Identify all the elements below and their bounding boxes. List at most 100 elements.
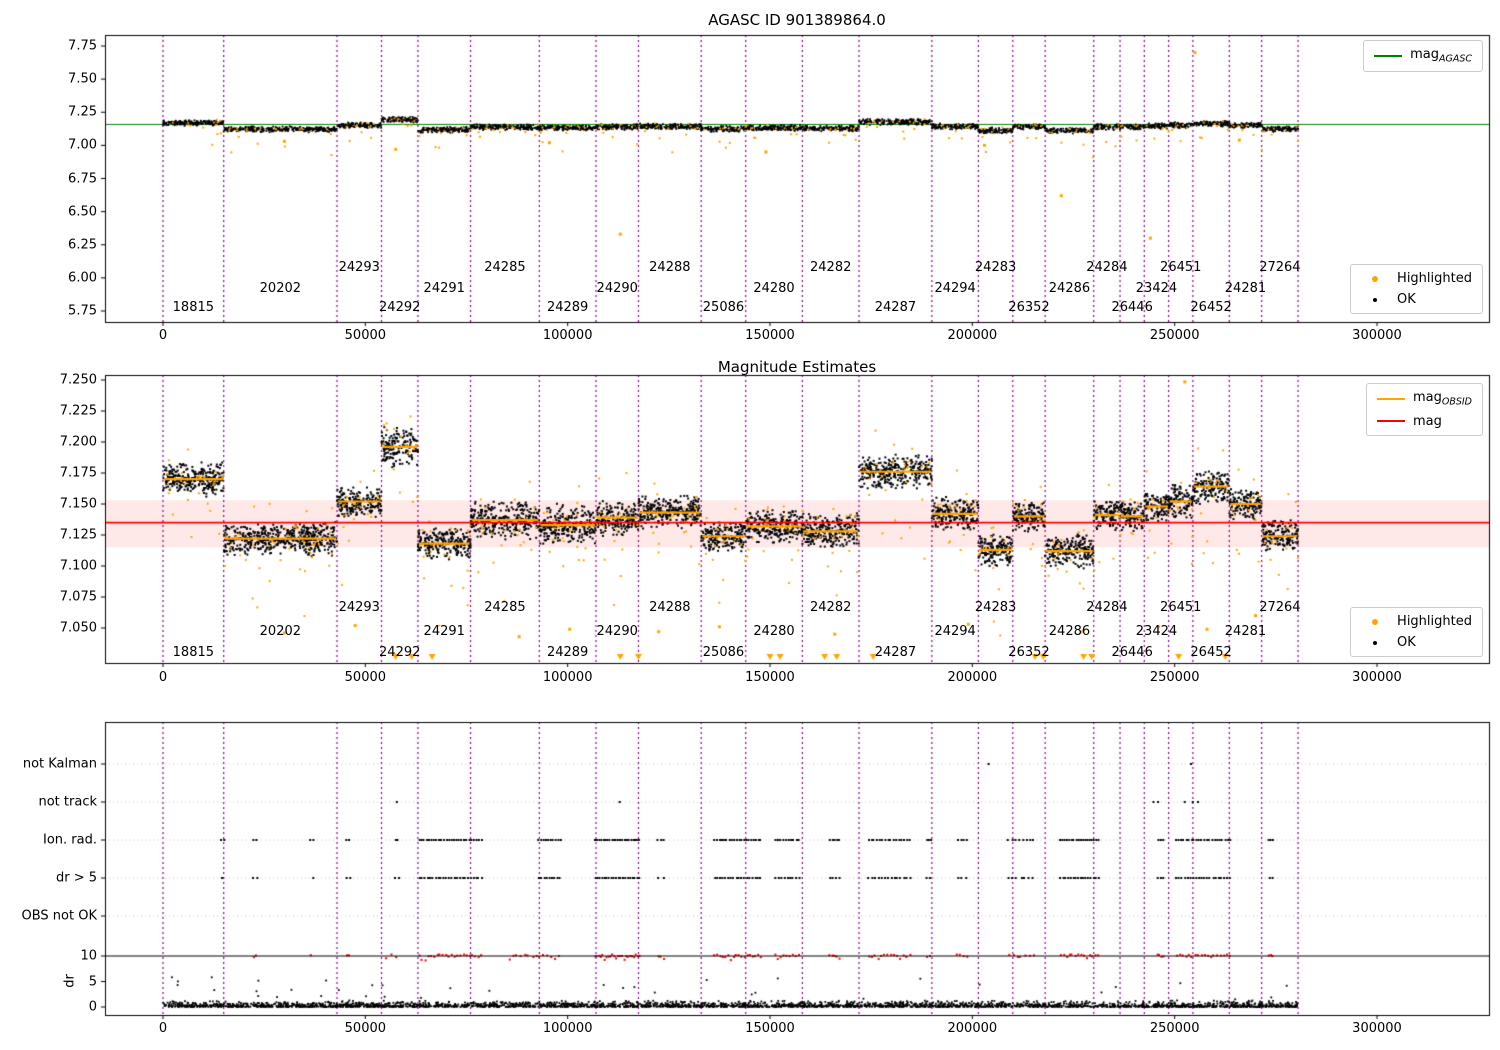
x-tick-label-top: 0 — [158, 328, 168, 343]
legend-sample — [1374, 54, 1403, 57]
obsid-label-middle: 24288 — [649, 600, 691, 615]
obsid-label-middle: 24289 — [546, 645, 589, 660]
obsid-label-top: 26451 — [1160, 260, 1202, 275]
legend-sample — [1361, 640, 1389, 645]
legend-sample — [1361, 297, 1389, 302]
obsid-label-top: 23424 — [1135, 281, 1178, 296]
obsid-label-top: 24292 — [379, 300, 421, 315]
obsid-label-middle: 24284 — [1086, 600, 1128, 615]
obsid-label-top: 24286 — [1048, 281, 1091, 296]
y-tick-label-top: 6.50 — [68, 204, 97, 220]
obsid-label-top: 24285 — [484, 260, 526, 275]
obsid-label-middle: 25086 — [702, 645, 745, 660]
legend-item-mag: mag — [1376, 414, 1472, 429]
y-tick-label-middle: 7.225 — [59, 403, 97, 419]
middle-plot-title: Magnitude Estimates — [717, 358, 877, 376]
y-tick-label-top: 7.75 — [68, 38, 97, 54]
obsid-label-top: 26352 — [1008, 300, 1050, 315]
x-tick-label-middle: 200000 — [947, 670, 998, 685]
highlighted-dot-icon — [1372, 618, 1379, 625]
flag-row-label: OBS not OK — [21, 908, 98, 924]
mag-line-icon — [1376, 420, 1405, 423]
legend-label-ok: OK — [1397, 292, 1416, 307]
x-tick-label-bottom: 0 — [158, 1021, 168, 1036]
obsid-label-top: 26446 — [1111, 300, 1153, 315]
legend-label-highlighted: Highlighted — [1397, 271, 1472, 286]
x-tick-label-middle: 50000 — [344, 670, 387, 685]
mag-agasc-line-icon — [1374, 54, 1403, 57]
obsid-label-middle: 26452 — [1190, 645, 1232, 660]
legend-sample — [1361, 275, 1389, 282]
top-plot-title: AGASC ID 901389864.0 — [708, 11, 886, 29]
legend-middle-points: Highlighted OK — [1350, 607, 1483, 657]
x-tick-label-bottom: 150000 — [745, 1021, 795, 1036]
obsid-label-middle: 23424 — [1135, 624, 1178, 639]
dr-tick-label: 10 — [80, 948, 97, 964]
x-tick-label-middle: 250000 — [1149, 670, 1200, 685]
obsid-label-top: 24283 — [974, 260, 1017, 275]
obsid-label-middle: 24294 — [934, 624, 976, 639]
y-tick-label-top: 7.25 — [68, 104, 97, 120]
obsid-label-top: 24294 — [934, 281, 976, 296]
dr-tick-label: 5 — [88, 974, 97, 989]
legend-label-mag-agasc: magAGASC — [1410, 47, 1472, 65]
x-tick-label-middle: 100000 — [542, 670, 593, 685]
legend-label-mag-obsid: magOBSID — [1412, 390, 1472, 408]
y-tick-label-top: 7.50 — [68, 71, 97, 87]
obsid-label-middle: 26352 — [1008, 645, 1050, 660]
legend-item-highlighted: Highlighted — [1361, 614, 1472, 629]
obsid-label-middle: 24285 — [484, 600, 526, 615]
x-tick-label-bottom: 50000 — [344, 1021, 387, 1036]
x-tick-label-middle: 0 — [158, 670, 168, 685]
x-tick-label-middle: 150000 — [745, 670, 795, 685]
x-tick-label-bottom: 200000 — [947, 1021, 998, 1036]
ok-dot-icon — [1373, 297, 1378, 302]
x-tick-label-bottom: 300000 — [1352, 1021, 1402, 1036]
obsid-label-top: 24280 — [753, 281, 795, 296]
x-tick-label-top: 300000 — [1352, 328, 1402, 343]
obsid-label-middle: 24291 — [423, 624, 465, 639]
x-tick-label-top: 200000 — [947, 328, 998, 343]
y-tick-label-middle: 7.100 — [59, 558, 97, 574]
legend-item-ok: OK — [1361, 292, 1472, 307]
obsid-label-middle: 20202 — [259, 624, 302, 639]
legend-label-ok: OK — [1397, 635, 1416, 650]
obsid-label-top: 18815 — [172, 300, 215, 315]
legend-item-mag-obsid: magOBSID — [1376, 390, 1472, 408]
legend-item-ok: OK — [1361, 635, 1472, 650]
obsid-label-middle: 26451 — [1160, 600, 1202, 615]
obsid-label-top: 26452 — [1190, 300, 1232, 315]
obsid-label-top: 24287 — [874, 300, 917, 315]
obsid-label-top: 24291 — [423, 281, 465, 296]
obsid-label-middle: 24287 — [874, 645, 917, 660]
flag-row-label: dr > 5 — [55, 870, 97, 886]
y-tick-label-top: 7.00 — [68, 137, 97, 153]
obsid-label-middle: 26446 — [1111, 645, 1153, 660]
obsid-label-middle: 24283 — [974, 600, 1017, 615]
y-tick-label-top: 6.75 — [68, 171, 97, 186]
y-tick-label-middle: 7.075 — [59, 589, 97, 605]
obsid-label-top: 24282 — [810, 260, 852, 275]
legend-sample — [1376, 397, 1405, 400]
flag-row-label: not Kalman — [22, 756, 97, 772]
obsid-label-top: 24289 — [546, 300, 589, 315]
x-tick-label-top: 50000 — [344, 328, 387, 343]
legend-sample — [1376, 420, 1405, 423]
obsid-label-middle: 18815 — [172, 645, 215, 660]
x-tick-label-top: 150000 — [745, 328, 795, 343]
y-tick-label-top: 5.75 — [68, 303, 97, 319]
y-tick-label-top: 6.00 — [68, 270, 97, 286]
y-tick-label-middle: 7.050 — [59, 620, 97, 636]
y-tick-label-top: 6.25 — [68, 237, 97, 253]
obsid-label-top: 27264 — [1259, 260, 1301, 275]
obsid-label-middle: 24290 — [596, 624, 638, 639]
x-tick-label-middle: 300000 — [1352, 670, 1402, 685]
legend-item-highlighted: Highlighted — [1361, 271, 1472, 286]
obsid-label-middle: 27264 — [1259, 600, 1301, 615]
y-tick-label-middle: 7.125 — [59, 527, 97, 543]
obsid-label-top: 25086 — [702, 300, 745, 315]
obsid-label-top: 20202 — [259, 281, 302, 296]
obsid-label-top: 24284 — [1086, 260, 1128, 275]
